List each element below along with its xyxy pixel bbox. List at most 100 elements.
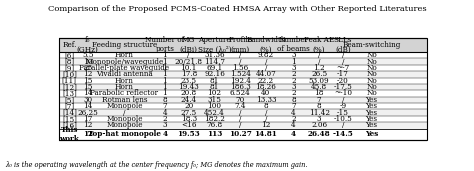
Text: This
work: This work bbox=[59, 126, 79, 143]
Text: 2: 2 bbox=[291, 70, 296, 78]
Text: 4: 4 bbox=[163, 109, 167, 117]
Text: 12: 12 bbox=[83, 121, 92, 129]
Text: 18.3: 18.3 bbox=[181, 115, 197, 123]
Text: 2: 2 bbox=[163, 115, 167, 123]
Text: Top-hat monopole: Top-hat monopole bbox=[88, 130, 161, 139]
Text: 3: 3 bbox=[163, 121, 167, 129]
Text: 1: 1 bbox=[163, 89, 167, 97]
Text: [6]: [6] bbox=[64, 51, 74, 59]
Text: Yes: Yes bbox=[365, 109, 377, 117]
Text: 70: 70 bbox=[236, 96, 245, 104]
Text: [12]: [12] bbox=[62, 83, 77, 91]
Text: 8: 8 bbox=[317, 102, 321, 110]
Text: 12: 12 bbox=[261, 121, 271, 129]
Text: 27.5: 27.5 bbox=[181, 109, 197, 117]
Text: Feeding structure: Feeding structure bbox=[92, 41, 157, 49]
Text: No: No bbox=[366, 89, 377, 97]
Text: Yes: Yes bbox=[365, 130, 378, 139]
Text: 11.42: 11.42 bbox=[309, 109, 329, 117]
Text: 102: 102 bbox=[208, 89, 221, 97]
Text: No: No bbox=[366, 77, 377, 85]
Text: Yes: Yes bbox=[365, 102, 377, 110]
Text: 3: 3 bbox=[291, 64, 296, 72]
Bar bbox=[59, 38, 427, 140]
Text: 1: 1 bbox=[163, 58, 167, 66]
Bar bbox=[59, 38, 427, 52]
Text: [5]: [5] bbox=[64, 96, 74, 104]
Text: 1: 1 bbox=[163, 77, 167, 85]
Text: Aperture
Size (λ₀²): Aperture Size (λ₀²) bbox=[198, 36, 231, 53]
Bar bbox=[59, 97, 427, 103]
Text: 182.2: 182.2 bbox=[204, 115, 225, 123]
Text: Bandwidth
(%): Bandwidth (%) bbox=[246, 36, 286, 53]
Text: 17: 17 bbox=[83, 115, 92, 123]
Text: 25: 25 bbox=[83, 64, 92, 72]
Text: No: No bbox=[366, 64, 377, 72]
Text: 1: 1 bbox=[163, 83, 167, 91]
Text: 4: 4 bbox=[291, 121, 296, 129]
Text: 13.33: 13.33 bbox=[255, 96, 276, 104]
Text: No: No bbox=[366, 83, 377, 91]
Text: -20: -20 bbox=[337, 77, 349, 85]
Text: 81: 81 bbox=[210, 77, 219, 85]
Text: 1.56: 1.56 bbox=[232, 64, 248, 72]
Text: 4: 4 bbox=[291, 130, 296, 139]
Text: Peak AE
(%): Peak AE (%) bbox=[304, 36, 334, 53]
Bar bbox=[59, 122, 427, 129]
Text: 76.8: 76.8 bbox=[206, 121, 222, 129]
Text: -15: -15 bbox=[337, 109, 349, 117]
Text: 92.16: 92.16 bbox=[204, 70, 225, 78]
Text: [8]: [8] bbox=[64, 58, 74, 66]
Text: 20: 20 bbox=[184, 102, 193, 110]
Text: ~-7: ~-7 bbox=[337, 64, 350, 72]
Text: 69.1: 69.1 bbox=[206, 64, 223, 72]
Text: 4: 4 bbox=[162, 130, 167, 139]
Text: /: / bbox=[188, 51, 190, 59]
Text: Monopole/waveguide: Monopole/waveguide bbox=[85, 58, 164, 66]
Text: 44.07: 44.07 bbox=[255, 70, 276, 78]
Text: 6.524: 6.524 bbox=[230, 89, 251, 97]
Text: 315: 315 bbox=[208, 96, 221, 104]
Text: 45.8: 45.8 bbox=[311, 83, 327, 91]
Text: 19.43: 19.43 bbox=[178, 83, 199, 91]
Text: λ₀ is the operating wavelength at the center frequency f₀; MG denotes the maximu: λ₀ is the operating wavelength at the ce… bbox=[5, 161, 307, 169]
Text: 3: 3 bbox=[291, 83, 296, 91]
Text: No: No bbox=[366, 70, 377, 78]
Text: 7: 7 bbox=[163, 102, 167, 110]
Text: 17.8: 17.8 bbox=[181, 70, 197, 78]
Text: 8: 8 bbox=[163, 96, 167, 104]
Text: 1.2: 1.2 bbox=[313, 64, 325, 72]
Text: Horn: Horn bbox=[115, 77, 134, 85]
Text: Profile
(mm): Profile (mm) bbox=[228, 36, 252, 53]
Text: 4: 4 bbox=[291, 109, 296, 117]
Text: 20/21.8: 20/21.8 bbox=[175, 58, 203, 66]
Text: 22.2: 22.2 bbox=[258, 77, 274, 85]
Text: 8: 8 bbox=[264, 102, 268, 110]
Text: SLLs
(dB): SLLs (dB) bbox=[334, 36, 352, 53]
Bar bbox=[59, 52, 427, 58]
Text: [14]: [14] bbox=[62, 109, 77, 117]
Text: /: / bbox=[239, 51, 241, 59]
Text: 1.524: 1.524 bbox=[230, 70, 251, 78]
Bar bbox=[59, 58, 427, 65]
Text: f₀
(GHz): f₀ (GHz) bbox=[77, 36, 99, 53]
Text: Monopole: Monopole bbox=[106, 115, 143, 123]
Text: 18.26: 18.26 bbox=[255, 83, 276, 91]
Text: 2: 2 bbox=[291, 77, 296, 85]
Text: Parabolic reflector: Parabolic reflector bbox=[91, 89, 158, 97]
Text: [15]: [15] bbox=[62, 115, 77, 123]
Text: /: / bbox=[264, 64, 267, 72]
Text: 3: 3 bbox=[317, 115, 321, 123]
Text: 7: 7 bbox=[291, 102, 296, 110]
Bar bbox=[59, 109, 427, 116]
Text: Vivaldi antenna: Vivaldi antenna bbox=[96, 70, 153, 78]
Text: -9: -9 bbox=[339, 102, 346, 110]
Text: 186.3: 186.3 bbox=[230, 83, 251, 91]
Text: 1: 1 bbox=[291, 58, 296, 66]
Text: [11]: [11] bbox=[62, 77, 77, 85]
Text: 192.4: 192.4 bbox=[230, 77, 251, 85]
Text: 9.82: 9.82 bbox=[258, 51, 274, 59]
Text: /: / bbox=[342, 58, 344, 66]
Text: 10.27: 10.27 bbox=[229, 130, 252, 139]
Text: 15: 15 bbox=[83, 83, 92, 91]
